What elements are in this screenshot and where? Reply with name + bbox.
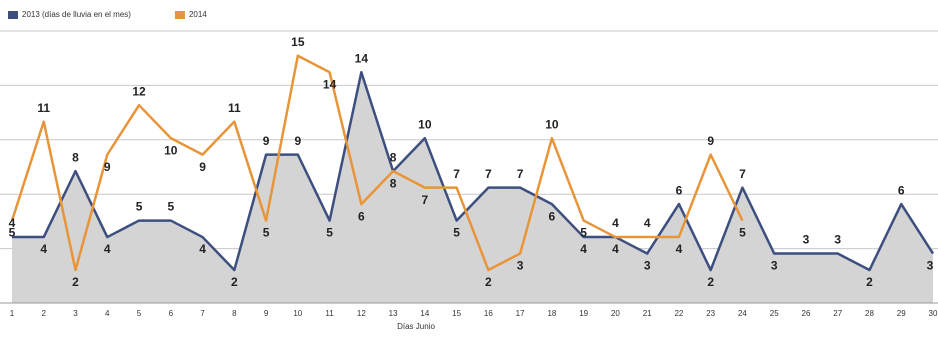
data-label: 7 xyxy=(485,167,492,181)
data-label: 7 xyxy=(517,167,524,181)
x-tick-label: 23 xyxy=(706,309,715,318)
data-label: 4 xyxy=(40,242,47,256)
data-label: 4 xyxy=(580,242,587,256)
data-label: 2 xyxy=(866,275,873,289)
data-label: 4 xyxy=(644,216,651,230)
x-tick-label: 11 xyxy=(325,309,334,318)
data-label: 3 xyxy=(771,259,778,273)
x-tick-label: 26 xyxy=(802,309,811,318)
data-label: 4 xyxy=(676,242,683,256)
data-label: 15 xyxy=(291,35,305,49)
data-label: 5 xyxy=(580,226,587,240)
data-label: 7 xyxy=(453,167,460,181)
data-label: 5 xyxy=(9,226,16,240)
data-label: 8 xyxy=(390,176,397,190)
x-tick-label: 10 xyxy=(293,309,302,318)
data-label: 10 xyxy=(418,117,432,131)
x-tick-label: 8 xyxy=(232,309,237,318)
data-label: 3 xyxy=(803,233,810,247)
x-tick-label: 5 xyxy=(137,309,142,318)
x-tick-label: 22 xyxy=(674,309,683,318)
x-tick-label: 3 xyxy=(73,309,78,318)
data-label: 9 xyxy=(199,160,206,174)
x-tick-label: 6 xyxy=(169,309,174,318)
x-tick-label: 19 xyxy=(579,309,588,318)
x-tick-label: 18 xyxy=(547,309,556,318)
data-label: 9 xyxy=(707,134,714,148)
data-label: 10 xyxy=(545,117,559,131)
data-label: 8 xyxy=(390,150,397,164)
data-label: 5 xyxy=(263,226,270,240)
x-tick-label: 24 xyxy=(738,309,747,318)
x-axis-title: Días Junio xyxy=(397,322,435,331)
data-label: 8 xyxy=(72,150,79,164)
data-label: 3 xyxy=(927,259,934,273)
data-label: 10 xyxy=(164,143,178,157)
data-label: 5 xyxy=(739,226,746,240)
x-tick-label: 13 xyxy=(389,309,398,318)
data-label: 6 xyxy=(898,183,905,197)
x-tick-label: 20 xyxy=(611,309,620,318)
data-label: 3 xyxy=(644,259,651,273)
data-label: 6 xyxy=(549,209,556,223)
data-label: 5 xyxy=(136,200,143,214)
x-tick-label: 16 xyxy=(484,309,493,318)
x-tick-label: 7 xyxy=(200,309,205,318)
data-label: 14 xyxy=(323,77,337,91)
series-line xyxy=(10,54,744,272)
x-tick-label: 17 xyxy=(516,309,525,318)
data-label: 5 xyxy=(326,226,333,240)
data-label: 2 xyxy=(707,275,714,289)
x-tick-label: 21 xyxy=(643,309,652,318)
data-label: 2 xyxy=(72,275,79,289)
legend-swatch xyxy=(174,11,185,19)
x-tick-label: 28 xyxy=(865,309,874,318)
data-label: 4 xyxy=(612,242,619,256)
x-tick-label: 30 xyxy=(929,309,938,318)
data-label: 9 xyxy=(263,134,270,148)
data-label: 9 xyxy=(104,160,111,174)
x-tick-label: 1 xyxy=(10,309,15,318)
data-label: 4 xyxy=(9,216,16,230)
legend-label: 2014 xyxy=(189,10,207,19)
data-label: 3 xyxy=(517,259,524,273)
data-label: 5 xyxy=(167,200,174,214)
area xyxy=(12,72,933,303)
data-label: 4 xyxy=(104,242,111,256)
x-tick-label: 25 xyxy=(770,309,779,318)
data-label: 11 xyxy=(228,101,241,115)
data-label: 9 xyxy=(294,134,301,148)
legend-label: 2013 (días de lluvia en el mes) xyxy=(22,10,131,19)
series-line xyxy=(12,70,935,272)
x-tick-label: 12 xyxy=(357,309,366,318)
x-tick-label: 9 xyxy=(264,309,269,318)
data-label: 2 xyxy=(485,275,492,289)
data-label: 5 xyxy=(453,226,460,240)
data-label: 3 xyxy=(834,233,841,247)
x-tick-label: 4 xyxy=(105,309,110,318)
data-label: 4 xyxy=(199,242,206,256)
data-label: 11 xyxy=(37,101,50,115)
data-label: 6 xyxy=(676,183,683,197)
x-tick-label: 15 xyxy=(452,309,461,318)
x-tick-label: 2 xyxy=(42,309,47,318)
data-label: 2 xyxy=(231,275,238,289)
data-label: 12 xyxy=(132,84,146,98)
data-label: 4 xyxy=(612,216,619,230)
legend-swatch xyxy=(8,11,18,19)
x-tick-label: 29 xyxy=(897,309,906,318)
data-label: 7 xyxy=(739,167,746,181)
x-tick-label: 14 xyxy=(420,309,429,318)
data-label: 14 xyxy=(355,51,369,65)
x-tick-label: 27 xyxy=(833,309,842,318)
data-label: 6 xyxy=(358,209,365,223)
data-label: 7 xyxy=(422,193,429,207)
